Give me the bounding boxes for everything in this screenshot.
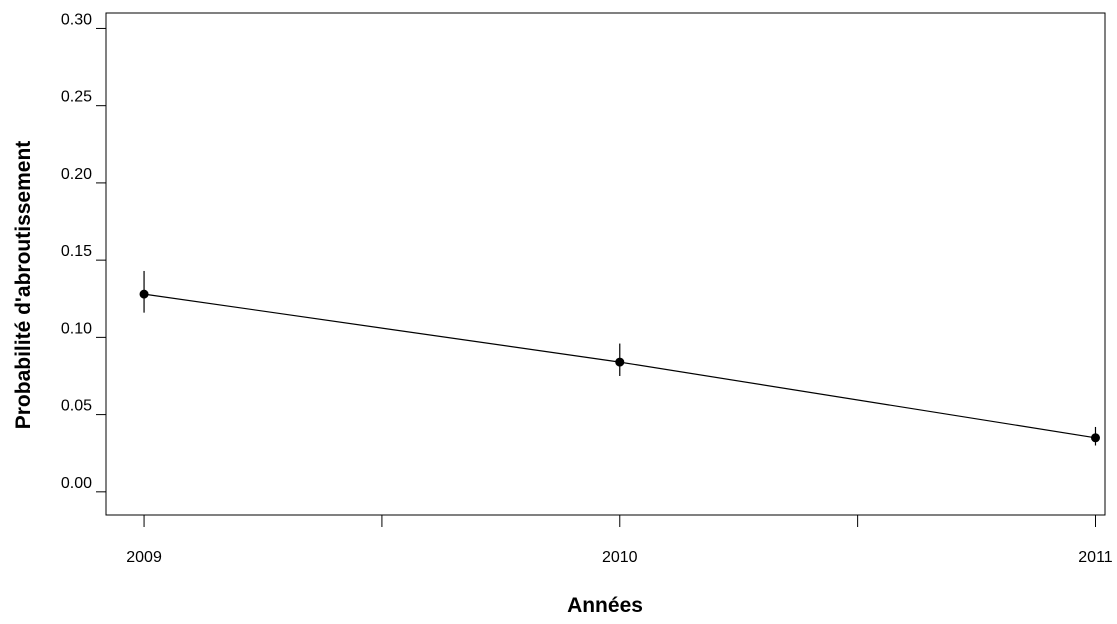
y-tick-label: 0.30 [61,11,92,28]
y-tick-label: 0.15 [61,243,92,260]
x-axis-title: Années [567,594,643,617]
plot-frame [105,12,1106,516]
y-tick-label: 0.10 [61,320,92,337]
y-tick-label: 0.05 [61,398,92,415]
y-tick-label: 0.00 [61,475,92,492]
y-tick-label: 0.25 [61,89,92,106]
data-point [615,357,625,367]
y-tick-label: 0.20 [61,166,92,183]
data-point [1090,433,1100,443]
x-tick-label: 2009 [126,549,162,566]
x-tick-label: 2011 [1078,549,1113,566]
y-axis: 0.00 0.05 0.10 0.15 0.20 0.25 0.30 [61,11,106,493]
series-layer [139,270,1100,446]
x-axis: 2009 2010 2011 [126,515,1113,566]
y-axis-title: Probabilité d'abroutissement [12,141,35,430]
x-tick-label: 2010 [602,549,638,566]
data-point [139,289,149,299]
